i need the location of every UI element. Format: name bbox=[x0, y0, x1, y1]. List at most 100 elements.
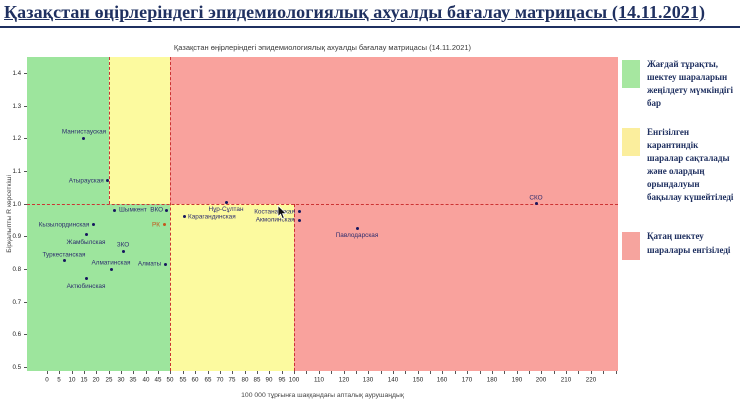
x-axis: 0 5 10 15 20 25 30 35 40 45 50 55 60 65 70 75 80 85 90 95 10… bbox=[27, 371, 618, 389]
x-tick bbox=[392, 371, 394, 374]
x-tick bbox=[479, 371, 481, 374]
x-tick bbox=[145, 371, 147, 374]
legend-item: Жағдай тұрақты, шектеу шараларын жеңілде… bbox=[622, 58, 736, 110]
x-tick bbox=[430, 371, 432, 374]
mouse-cursor-icon bbox=[277, 205, 288, 220]
point-marker bbox=[92, 223, 96, 227]
y-tick bbox=[24, 73, 27, 74]
x-tick bbox=[355, 371, 357, 374]
x-tick-label: 0 bbox=[45, 376, 49, 384]
point-marker bbox=[224, 200, 228, 204]
x-tick bbox=[232, 371, 234, 374]
legend-item: Қатаң шектеу шаралары енгізіледі bbox=[622, 230, 736, 261]
x-tick bbox=[603, 371, 605, 374]
point-marker bbox=[121, 249, 125, 253]
matrix-zone-green bbox=[27, 203, 171, 371]
region-point-label: Актюбинская bbox=[66, 282, 106, 290]
x-tick bbox=[368, 371, 370, 374]
y-tick bbox=[24, 334, 27, 336]
region-point-label: Карагандинская bbox=[188, 212, 236, 220]
x-tick bbox=[343, 371, 345, 374]
x-tick bbox=[133, 371, 135, 374]
x-tick bbox=[442, 371, 444, 374]
point-marker bbox=[82, 136, 86, 140]
x-tick bbox=[615, 371, 617, 374]
x-tick-label: 120 bbox=[338, 376, 349, 384]
x-tick bbox=[170, 371, 172, 374]
x-tick-label: 200 bbox=[536, 376, 547, 384]
x-tick-label: 90 bbox=[265, 376, 273, 384]
legend-text: Жағдай тұрақты, шектеу шараларын жеңілде… bbox=[647, 59, 734, 109]
point-marker bbox=[84, 233, 88, 237]
page-title: Қазақстан өңірлеріндегі эпидемиологиялық… bbox=[4, 2, 706, 22]
matrix-zone-red bbox=[294, 203, 618, 371]
x-tick bbox=[590, 371, 592, 374]
x-tick bbox=[195, 371, 197, 374]
x-tick bbox=[380, 371, 382, 374]
legend-swatch bbox=[622, 60, 640, 88]
y-tick-label: 0.8 bbox=[12, 265, 21, 273]
y-tick bbox=[24, 203, 27, 205]
x-tick bbox=[244, 371, 246, 374]
legend-text: Енгізілген карантиндік шаралар сақталады… bbox=[647, 127, 734, 203]
x-tick-label: 140 bbox=[387, 376, 399, 384]
x-tick bbox=[294, 371, 296, 374]
region-point-label: Костанайская bbox=[254, 207, 295, 216]
y-tick-label: 1.4 bbox=[12, 69, 21, 77]
region-point-label: Кызылординская bbox=[39, 220, 90, 229]
x-tick-label: 130 bbox=[363, 376, 374, 384]
x-tick-label: 45 bbox=[154, 376, 162, 384]
point-marker bbox=[163, 262, 167, 266]
chart-title: Қазақстан өңірлеріндегі эпидемиологиялық… bbox=[173, 43, 472, 52]
x-tick-label: 150 bbox=[412, 376, 423, 384]
x-tick bbox=[207, 371, 209, 374]
x-tick bbox=[528, 371, 530, 374]
x-tick bbox=[219, 371, 221, 374]
point-marker bbox=[534, 202, 538, 206]
x-tick-label: 5 bbox=[57, 376, 61, 384]
matrix-zone-yellow bbox=[108, 57, 171, 204]
x-tick-label: 25 bbox=[105, 376, 113, 384]
x-tick-label: 70 bbox=[216, 376, 224, 384]
x-tick bbox=[281, 371, 283, 374]
x-tick-label: 30 bbox=[117, 376, 125, 384]
matrix-zone-yellow bbox=[170, 203, 295, 371]
x-tick bbox=[553, 371, 555, 374]
x-tick-label: 55 bbox=[179, 376, 187, 384]
y-tick-label: 1.0 bbox=[12, 200, 21, 208]
region-point-label: Акмолинская bbox=[256, 216, 295, 224]
x-tick bbox=[331, 371, 333, 374]
region-point-label: Алматинская bbox=[91, 258, 131, 267]
y-tick bbox=[24, 171, 27, 173]
legend-swatch bbox=[622, 128, 640, 157]
legend-item: Енгізілген карантиндік шаралар сақталады… bbox=[622, 126, 736, 204]
x-tick bbox=[417, 371, 419, 374]
region-point-label: Мангистауская bbox=[61, 128, 106, 136]
x-tick-label: 160 bbox=[437, 376, 448, 384]
x-tick bbox=[158, 371, 160, 374]
point-marker bbox=[297, 218, 301, 222]
x-tick bbox=[306, 371, 308, 374]
y-tick bbox=[24, 269, 27, 271]
x-tick bbox=[96, 371, 98, 374]
y-tick-label: 0.7 bbox=[12, 298, 21, 306]
region-point-label: РК bbox=[152, 220, 161, 229]
point-marker bbox=[162, 223, 166, 227]
x-tick-label: 10 bbox=[68, 376, 75, 384]
y-tick-label: 1.1 bbox=[12, 167, 21, 175]
x-tick-label: 50 bbox=[166, 376, 174, 384]
y-tick bbox=[24, 138, 27, 140]
point-marker bbox=[109, 267, 113, 271]
x-tick-label: 190 bbox=[511, 376, 522, 384]
x-tick-label: 40 bbox=[142, 376, 150, 384]
x-tick bbox=[71, 371, 73, 374]
point-marker bbox=[182, 215, 186, 219]
x-tick-label: 65 bbox=[204, 376, 211, 384]
point-marker bbox=[105, 179, 109, 183]
y-tick bbox=[24, 301, 27, 303]
point-marker bbox=[62, 259, 66, 263]
x-tick-label: 85 bbox=[253, 376, 261, 384]
region-point-label: Атырауская bbox=[68, 176, 104, 185]
x-tick-label: 110 bbox=[313, 376, 324, 384]
x-tick bbox=[541, 371, 543, 374]
